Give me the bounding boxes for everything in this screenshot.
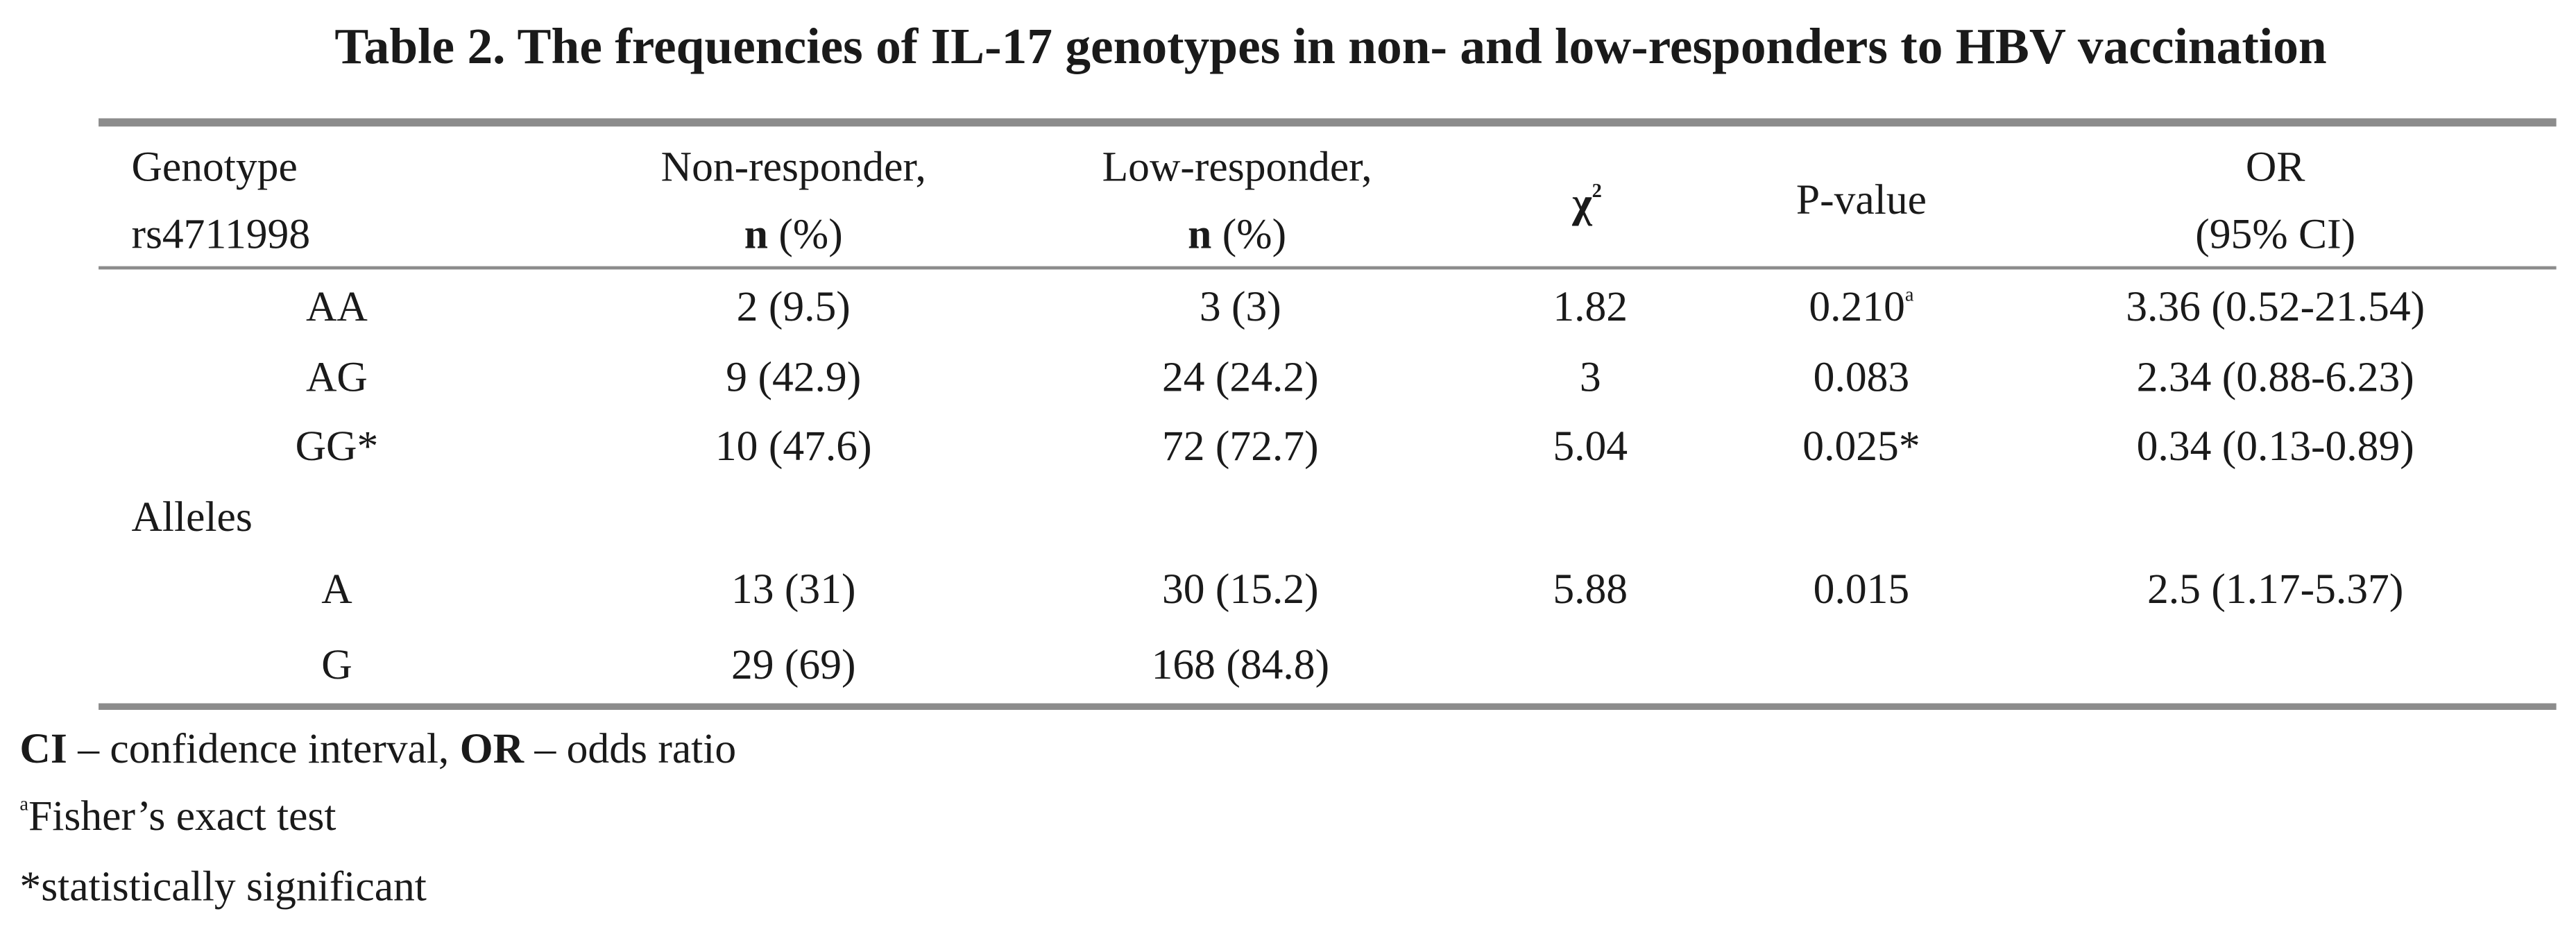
cell-text: 30 (15.2) — [1161, 565, 1319, 613]
cell-text: 0.210 — [1809, 282, 1905, 330]
table-cell: 9 (42.9) — [726, 356, 861, 400]
table-cell: 0.210a — [1809, 285, 1913, 329]
header-cell: Low-responder, — [1102, 143, 1372, 191]
cell-text: 5.04 — [1553, 422, 1628, 470]
table-cell: 3.36 (0.52-21.54) — [2126, 285, 2425, 329]
cell-text: 0.025* — [1802, 422, 1920, 470]
table-title: Table 2. The frequencies of IL-17 genoty… — [334, 17, 2327, 75]
cell-text: 0.015 — [1813, 565, 1910, 613]
cell-text: 10 (47.6) — [715, 422, 872, 470]
table-cell: 5.04 — [1553, 425, 1628, 468]
table-cell: 72 (72.7) — [1162, 425, 1319, 468]
cell-text: 13 (31) — [731, 565, 856, 613]
footnote-term: CI — [19, 724, 67, 772]
cell-text: 168 (84.8) — [1151, 640, 1330, 689]
cell-text: 2 (9.5) — [736, 282, 851, 330]
table-cell: 2.5 (1.17-5.37) — [2147, 568, 2403, 611]
header-rule — [99, 266, 2557, 270]
cell-text: 0.34 (0.13-0.89) — [2136, 422, 2414, 470]
cell-text: 29 (69) — [731, 640, 856, 689]
table-cell: 5.88 — [1553, 568, 1628, 611]
table-cell: 10 (47.6) — [715, 425, 872, 468]
cell-text: 3 — [1579, 353, 1601, 401]
cell-text: 9 (42.9) — [726, 353, 862, 401]
header-pct: (%) — [1222, 210, 1287, 258]
header-cell: rs4711998 — [131, 210, 311, 258]
header-pct: (%) — [778, 210, 843, 258]
cell-text: 3.36 (0.52-21.54) — [2126, 282, 2425, 330]
cell-text: A — [321, 565, 352, 613]
table-cell: 2.34 (0.88-6.23) — [2137, 356, 2414, 400]
header-cell: P-value — [1795, 176, 1927, 224]
cell-text: 5.88 — [1553, 565, 1628, 613]
header-cell: OR — [2245, 143, 2305, 191]
header-n: n — [1188, 210, 1212, 258]
table-cell: 2 (9.5) — [737, 285, 851, 329]
cell-text: 3 (3) — [1199, 282, 1281, 330]
table-cell: 168 (84.8) — [1151, 640, 1330, 689]
bottom-rule — [99, 703, 2557, 710]
cell-text: 2.5 (1.17-5.37) — [2147, 565, 2404, 613]
table-cell: 0.025* — [1802, 425, 1920, 468]
header-cell: χ2 — [1572, 179, 1602, 227]
footnote: *statistically significant — [19, 863, 427, 910]
header-cell: (95% CI) — [2195, 210, 2356, 258]
footnote: aFisher’s exact test — [19, 792, 336, 840]
footnote-term: OR — [459, 724, 524, 772]
footnote-text: Fisher’s exact test — [28, 792, 336, 840]
cell-text: 24 (24.2) — [1161, 353, 1319, 401]
table-cell: 3 (3) — [1200, 285, 1281, 329]
footnote-def: – confidence interval, — [78, 724, 450, 772]
cell-text: 72 (72.7) — [1161, 422, 1319, 470]
header-n: n — [744, 210, 769, 258]
cell-text: 0.083 — [1813, 353, 1910, 401]
table-cell: 29 (69) — [731, 640, 856, 689]
cell-text: GG* — [295, 422, 379, 470]
table-cell: 0.34 (0.13-0.89) — [2137, 425, 2414, 468]
table-cell: 0.083 — [1814, 356, 1910, 400]
table-cell: 24 (24.2) — [1162, 356, 1319, 400]
table-cell: A — [321, 568, 352, 611]
cell-text: AA — [305, 282, 368, 330]
section-label: Alleles — [131, 493, 253, 541]
table-cell: AA — [306, 285, 368, 329]
cell-text: G — [321, 640, 352, 689]
table-cell: 13 (31) — [731, 568, 856, 611]
footnote: CI – confidence interval, OR – odds rati… — [19, 727, 736, 771]
cell-text: 1.82 — [1553, 282, 1628, 330]
chi-symbol: χ — [1572, 179, 1592, 227]
cell-text: AG — [305, 353, 368, 401]
table-cell: AG — [306, 356, 368, 400]
chi-sup: 2 — [1592, 179, 1602, 203]
header-cell: n (%) — [1188, 213, 1286, 257]
table-cell: 3 — [1580, 356, 1601, 400]
table-cell: G — [321, 640, 352, 689]
cell-sup: a — [1904, 282, 1914, 306]
table-cell: 30 (15.2) — [1162, 568, 1319, 611]
cell-text: 2.34 (0.88-6.23) — [2136, 353, 2414, 401]
footnote-def: – odds ratio — [534, 724, 737, 772]
header-cell: n (%) — [744, 213, 843, 257]
header-cell: Genotype — [131, 143, 298, 191]
table-cell: 1.82 — [1553, 285, 1628, 329]
header-cell: Non-responder, — [660, 143, 926, 191]
table-cell: GG* — [296, 425, 379, 468]
top-rule — [99, 118, 2557, 127]
table-cell: 0.015 — [1814, 568, 1910, 611]
footnote-sup: a — [19, 792, 29, 815]
